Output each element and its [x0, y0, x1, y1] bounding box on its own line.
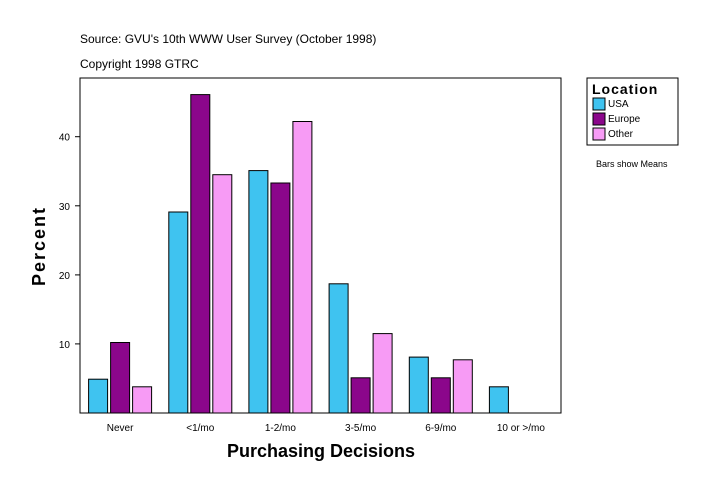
bar-usa-4: [408, 356, 429, 414]
legend-label-other: Other: [608, 129, 634, 140]
bar-other-2: [292, 121, 313, 414]
bar-usa-0: [88, 378, 109, 414]
legend-title: Location: [592, 81, 658, 97]
legend-items: USA Europe Other: [592, 97, 641, 141]
x-axis: Never <1/mo 1-2/mo 3-5/mo 6-9/mo 10 or >/mo: [107, 423, 546, 434]
bar-europe-1: [190, 94, 211, 414]
x-tick-label: 6-9/mo: [425, 423, 457, 434]
bar-europe-3: [350, 377, 371, 414]
legend-swatch-other: [592, 127, 606, 141]
y-tick-label: 30: [59, 202, 71, 213]
bar-other-3: [372, 333, 393, 414]
y-axis: 10 20 30 40: [59, 133, 80, 351]
source-text: Source: GVU's 10th WWW User Survey (Octo…: [80, 32, 377, 46]
y-tick-label: 40: [59, 133, 71, 144]
bar-other-1: [212, 174, 233, 414]
y-axis-title: Percent: [29, 206, 49, 286]
x-tick-label: <1/mo: [186, 423, 215, 434]
x-axis-title: Purchasing Decisions: [227, 441, 415, 461]
legend-label-usa: USA: [608, 99, 629, 110]
legend-swatch-europe: [592, 112, 606, 126]
x-tick-label: 10 or >/mo: [497, 423, 546, 434]
bar-other-4: [452, 359, 473, 414]
bar-usa-2: [248, 170, 269, 414]
plot-frame: [79, 77, 562, 414]
y-tick-label: 20: [59, 271, 71, 282]
bar-usa-5: [488, 386, 509, 414]
legend-label-europe: Europe: [608, 114, 641, 125]
copyright-text: Copyright 1998 GTRC: [80, 57, 199, 71]
x-tick-label: Never: [107, 423, 134, 434]
bars-group: [88, 94, 509, 414]
x-tick-label: 3-5/mo: [345, 423, 377, 434]
bar-usa-1: [168, 211, 189, 414]
bar-europe-2: [270, 182, 291, 414]
bars-note: Bars show Means: [596, 159, 668, 169]
bar-europe-0: [110, 342, 131, 414]
legend-swatch-usa: [592, 97, 606, 111]
legend: Location USA Europe Other: [586, 77, 679, 146]
x-tick-label: 1-2/mo: [265, 423, 297, 434]
y-tick-label: 10: [59, 340, 71, 351]
bar-usa-3: [328, 283, 349, 414]
bar-europe-4: [430, 377, 451, 414]
bar-other-0: [132, 386, 153, 414]
